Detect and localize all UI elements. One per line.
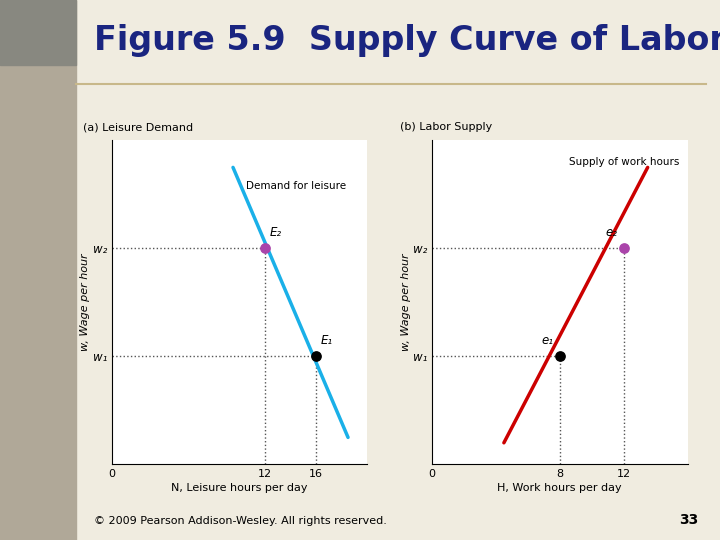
Y-axis label: w, Wage per hour: w, Wage per hour [81, 254, 90, 351]
Text: Figure 5.9  Supply Curve of Labor: Figure 5.9 Supply Curve of Labor [94, 24, 720, 57]
Text: E₁: E₁ [320, 334, 333, 347]
Text: 33: 33 [679, 512, 698, 526]
Text: Demand for leisure: Demand for leisure [246, 181, 346, 192]
Point [310, 352, 322, 361]
Text: © 2009 Pearson Addison-Wesley. All rights reserved.: © 2009 Pearson Addison-Wesley. All right… [94, 516, 387, 526]
X-axis label: N, Leisure hours per day: N, Leisure hours per day [171, 483, 307, 492]
X-axis label: H, Work hours per day: H, Work hours per day [498, 483, 622, 492]
Point [618, 244, 629, 253]
Point [554, 352, 566, 361]
Text: e₂: e₂ [606, 226, 617, 239]
Text: (a) Leisure Demand: (a) Leisure Demand [83, 122, 193, 132]
Point [259, 244, 271, 253]
Text: Supply of work hours: Supply of work hours [570, 157, 680, 167]
Y-axis label: w, Wage per hour: w, Wage per hour [401, 254, 410, 351]
Text: e₁: e₁ [541, 334, 554, 347]
Text: E₂: E₂ [269, 226, 282, 239]
Text: (b) Labor Supply: (b) Labor Supply [400, 122, 492, 132]
